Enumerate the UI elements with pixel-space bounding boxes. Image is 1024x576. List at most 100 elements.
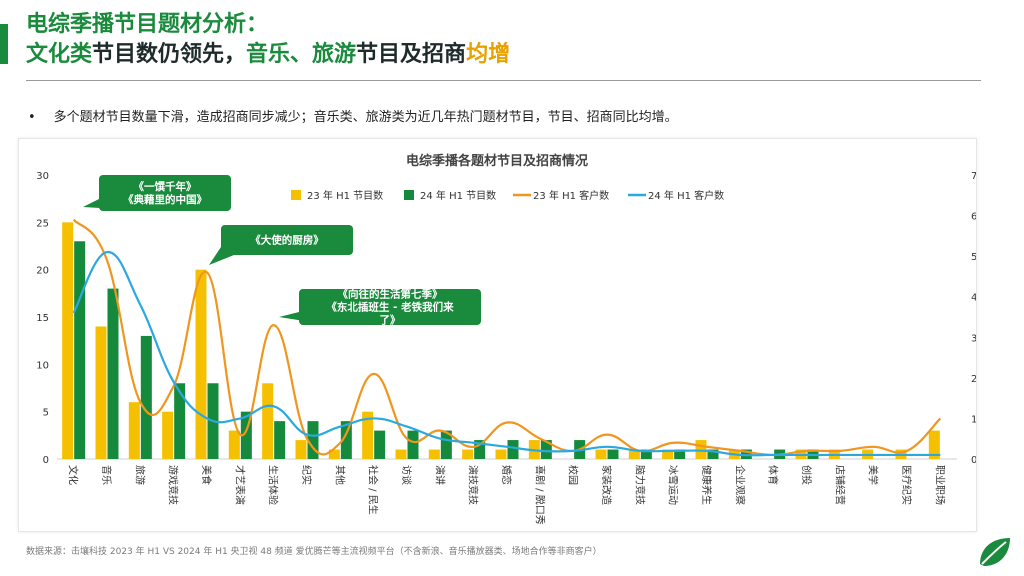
x-tick-label: 纪实	[300, 465, 313, 485]
x-tick-label: 医疗纪实	[900, 465, 913, 505]
bar-23h1	[195, 269, 207, 459]
legend-label: 24 年 H1 节目数	[420, 189, 496, 202]
bar-24h1	[474, 440, 486, 459]
x-tick-label: 脑力竞技	[633, 465, 646, 505]
x-tick-label: 生活体验	[267, 465, 280, 505]
bar-23h1	[495, 449, 507, 459]
bar-24h1	[407, 430, 419, 459]
x-tick-label: 才艺表演	[233, 465, 246, 505]
x-tick-label: 体育	[767, 465, 780, 485]
x-tick-label: 创投	[800, 465, 813, 485]
x-tick-label: 美学	[867, 465, 880, 485]
bar-24h1	[307, 421, 319, 459]
bar-24h1	[507, 440, 519, 459]
bar-23h1	[428, 449, 440, 459]
y-left-tick-label: 5	[43, 408, 49, 419]
y-left-tick-label: 15	[36, 313, 49, 324]
callout-text: 《一馔千年》	[134, 180, 197, 193]
x-tick-label: 冰雪运动	[667, 465, 680, 505]
legend-swatch	[291, 190, 301, 200]
callout-text: 了》	[380, 314, 401, 327]
legend-label: 24 年 H1 客户数	[648, 189, 724, 202]
bar-23h1	[695, 440, 707, 459]
bar-23h1	[62, 222, 74, 459]
bar-24h1	[607, 449, 619, 459]
title-highlight-increase: 均增	[466, 42, 511, 67]
x-tick-label: 职业职场	[933, 465, 946, 505]
title-highlight-music-travel: 音乐、旅游	[246, 42, 357, 67]
x-tick-label: 社会 / 民生	[367, 465, 380, 515]
bar-24h1	[540, 440, 552, 459]
title-highlight-culture: 文化类	[26, 42, 93, 67]
x-tick-label: 健康养生	[700, 465, 713, 505]
bar-24h1	[107, 288, 119, 459]
bar-23h1	[262, 383, 274, 459]
bar-24h1	[274, 421, 286, 459]
x-tick-label: 企业观察	[733, 465, 746, 505]
legend-label: 23 年 H1 客户数	[533, 189, 609, 202]
callout-box	[221, 225, 353, 255]
bar-24h1	[674, 449, 686, 459]
x-tick-label: 文化	[67, 465, 80, 485]
bar-24h1	[640, 449, 652, 459]
y-left-tick-label: 30	[36, 171, 49, 182]
x-tick-label: 店铺经营	[833, 465, 846, 505]
callout-text: 《向往的生活第七季》	[338, 288, 443, 301]
title-text-sponsorship: 节目及招商	[356, 42, 467, 67]
line-24h1-customers	[72, 250, 941, 457]
bar-24h1	[74, 241, 86, 459]
bar-24h1	[707, 449, 719, 459]
x-tick-label: 演讲	[433, 465, 446, 485]
title-line-2: 文化类节目数仍领先，音乐、旅游节目及招商均增	[26, 40, 510, 70]
bar-23h1	[662, 449, 674, 459]
title-accent-bar	[0, 24, 8, 64]
bar-23h1	[628, 449, 640, 459]
y-left-tick-label: 0	[43, 455, 49, 466]
y-left-tick-label: 20	[36, 266, 49, 277]
bar-23h1	[128, 402, 140, 459]
callout-text: 《大使的厨房》	[250, 234, 324, 247]
x-tick-label: 喜剧 / 脱口秀	[533, 465, 546, 525]
bar-23h1	[462, 449, 474, 459]
title-divider	[26, 80, 981, 81]
bar-23h1	[928, 430, 940, 459]
bar-23h1	[162, 411, 174, 459]
bar-24h1	[240, 411, 252, 459]
x-tick-label: 音乐	[100, 465, 113, 485]
legend-swatch	[404, 190, 414, 200]
y-right-tick-label: 30	[971, 333, 976, 344]
bullet-dot: •	[28, 110, 36, 125]
title-line-1: 电综季播节目题材分析：	[26, 12, 269, 37]
x-tick-label: 其他	[333, 465, 346, 485]
bar-24h1	[440, 430, 452, 459]
bar-23h1	[395, 449, 407, 459]
bar-23h1	[228, 430, 240, 459]
x-tick-label: 访谈	[400, 465, 413, 485]
bullet-text: 多个题材节目数量下滑，造成招商同步减少；音乐类、旅游类为近几年热门题材节目，节目…	[53, 110, 678, 125]
chart-title: 电综季播各题材节目及招商情况	[406, 153, 588, 169]
y-left-tick-label: 10	[36, 360, 49, 371]
callout-text: 《东北插班生 - 老铁我们来	[326, 301, 454, 314]
bar-24h1	[340, 421, 352, 459]
page-title: 电综季播节目题材分析： 文化类节目数仍领先，音乐、旅游节目及招商均增	[26, 10, 510, 70]
y-right-tick-label: 40	[971, 293, 976, 304]
x-tick-label: 婚恋	[500, 465, 513, 485]
bar-23h1	[328, 449, 340, 459]
callout-box	[99, 175, 231, 211]
combo-chart: 电综季播各题材节目及招商情况 0 5 10 15 20 25 30 0 10 20 30 40 50 60 7…	[36, 153, 976, 525]
x-tick-label: 美食	[200, 465, 213, 485]
bar-23h1	[295, 440, 307, 459]
callout-box	[299, 289, 481, 325]
x-tick-label: 旅游	[133, 465, 146, 485]
y-right-tick-label: 20	[971, 374, 976, 385]
title-text-count: 节目数仍领先，	[92, 42, 247, 67]
leaf-logo-icon	[980, 538, 1010, 566]
y-right-tick-label: 10	[971, 414, 976, 425]
chart-panel: 电综季播各题材节目及招商情况 0 5 10 15 20 25 30 0 10 20 30 40 50 60 7…	[18, 138, 977, 532]
x-tick-label: 演技竞技	[467, 465, 480, 505]
y-right-tick-label: 70	[971, 171, 976, 182]
y-right-tick-label: 0	[971, 455, 976, 466]
bar-23h1	[95, 326, 107, 459]
x-tick-label: 游戏竞技	[167, 465, 180, 505]
x-tick-label: 校园	[567, 465, 580, 485]
